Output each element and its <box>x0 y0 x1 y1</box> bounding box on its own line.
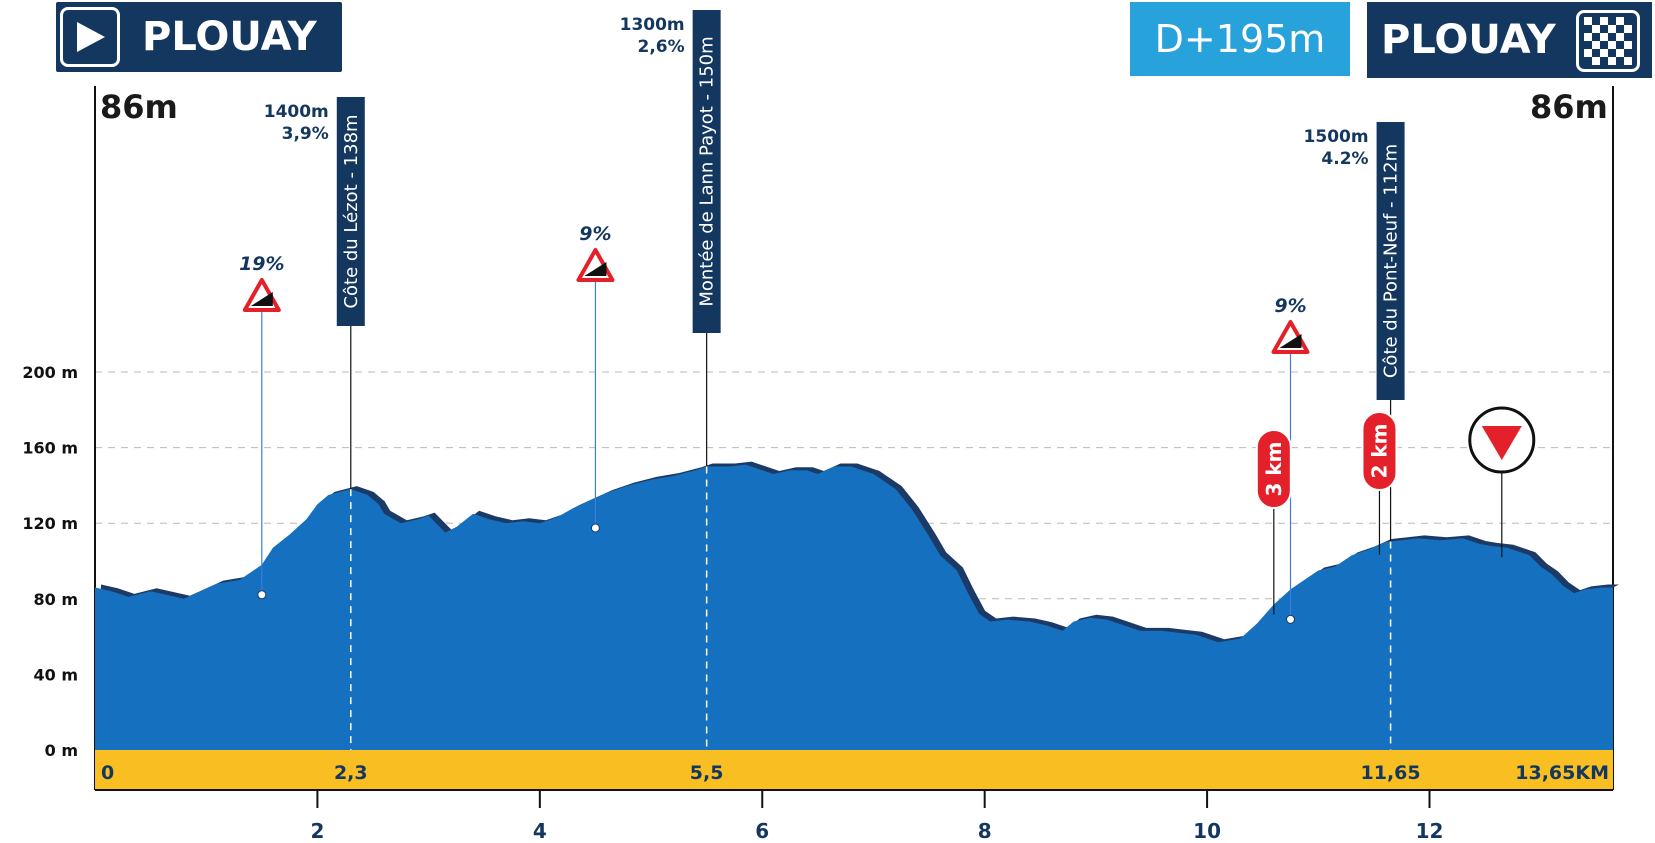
y-axis-ticks: 0 m 40 m 80 m 120 m 160 m 200 m <box>22 363 78 760</box>
steep-sign-grade: 19% <box>239 253 284 275</box>
band-label: 11,65 <box>1361 762 1421 784</box>
steep-sign-dot <box>257 590 267 600</box>
steep-sign-slope <box>1279 334 1302 348</box>
x-tick-label: 8 <box>978 819 992 843</box>
climb-length: 1300m <box>620 15 685 35</box>
y-tick-label: 0 m <box>45 741 78 760</box>
finish-location-box: PLOUAY <box>1367 2 1652 78</box>
climb-length: 1500m <box>1304 127 1369 147</box>
start-altitude: 86m <box>100 88 178 126</box>
climb-length: 1400m <box>264 102 329 122</box>
start-location-label: PLOUAY <box>142 14 317 60</box>
checkered-flag-icon <box>1576 10 1640 72</box>
x-tick-label: 6 <box>755 819 769 843</box>
steep-sign-dot <box>590 523 600 533</box>
y-tick-label: 120 m <box>22 514 78 533</box>
km-markers: 3 km 2 km <box>1255 406 1536 615</box>
climb-gradient: 4.2% <box>1321 149 1368 169</box>
x-tick-label: 4 <box>533 819 547 843</box>
y-tick-label: 40 m <box>33 665 78 684</box>
y-tick-label: 200 m <box>22 363 78 382</box>
steep-sign-slope <box>584 262 607 276</box>
distance-band-bg <box>95 750 1613 790</box>
climb-name: Côte du Pont-Neuf - 112m <box>1381 144 1402 378</box>
climb-name-box <box>336 97 365 326</box>
km-marker-label: 2 km <box>1367 423 1391 478</box>
climb-name: Côte du Lézot - 138m <box>341 114 362 308</box>
climb-name-box <box>1376 122 1405 400</box>
gradient-signs: 19% 9% 9% <box>239 223 1310 624</box>
band-label: 0 <box>101 762 114 784</box>
band-label: 5,5 <box>690 762 724 784</box>
finish-location-label: PLOUAY <box>1381 17 1556 63</box>
distance-band: 0 2,3 5,5 11,65 13,65KM <box>95 750 1613 791</box>
steep-sign-slope <box>250 292 273 306</box>
climb-gradient: 2,6% <box>637 37 684 57</box>
climb-name-box <box>692 10 721 333</box>
climb-gradient: 3,9% <box>282 124 329 144</box>
km-marker-pill <box>1361 411 1398 491</box>
climb-name: Montée de Lann Payot - 150m <box>697 36 718 306</box>
start-location-box: PLOUAY <box>56 2 342 72</box>
steep-sign-grade: 9% <box>579 223 611 245</box>
flamme-rouge-icon <box>1481 426 1522 460</box>
steep-sign-grade: 9% <box>1274 295 1306 317</box>
x-tick-label: 2 <box>310 819 324 843</box>
elevation-gain-box: D+195m <box>1130 2 1350 76</box>
y-tick-label: 80 m <box>33 590 78 609</box>
elevation-profile <box>95 461 1619 750</box>
km-marker-label: 3 km <box>1262 441 1286 496</box>
play-icon <box>60 7 120 67</box>
y-tick-label: 160 m <box>22 439 78 458</box>
x-tick-label: 12 <box>1416 819 1444 843</box>
x-tick-label: 10 <box>1193 819 1221 843</box>
band-label: 2,3 <box>334 762 368 784</box>
x-axis-ticks: 2 4 6 8 10 12 <box>310 790 1443 843</box>
km-marker-pill <box>1255 429 1292 509</box>
finish-altitude: 86m <box>1530 88 1608 126</box>
steep-sign-dot <box>1285 614 1295 624</box>
profile-area <box>95 464 1613 750</box>
band-label: 13,65KM <box>1515 762 1609 784</box>
